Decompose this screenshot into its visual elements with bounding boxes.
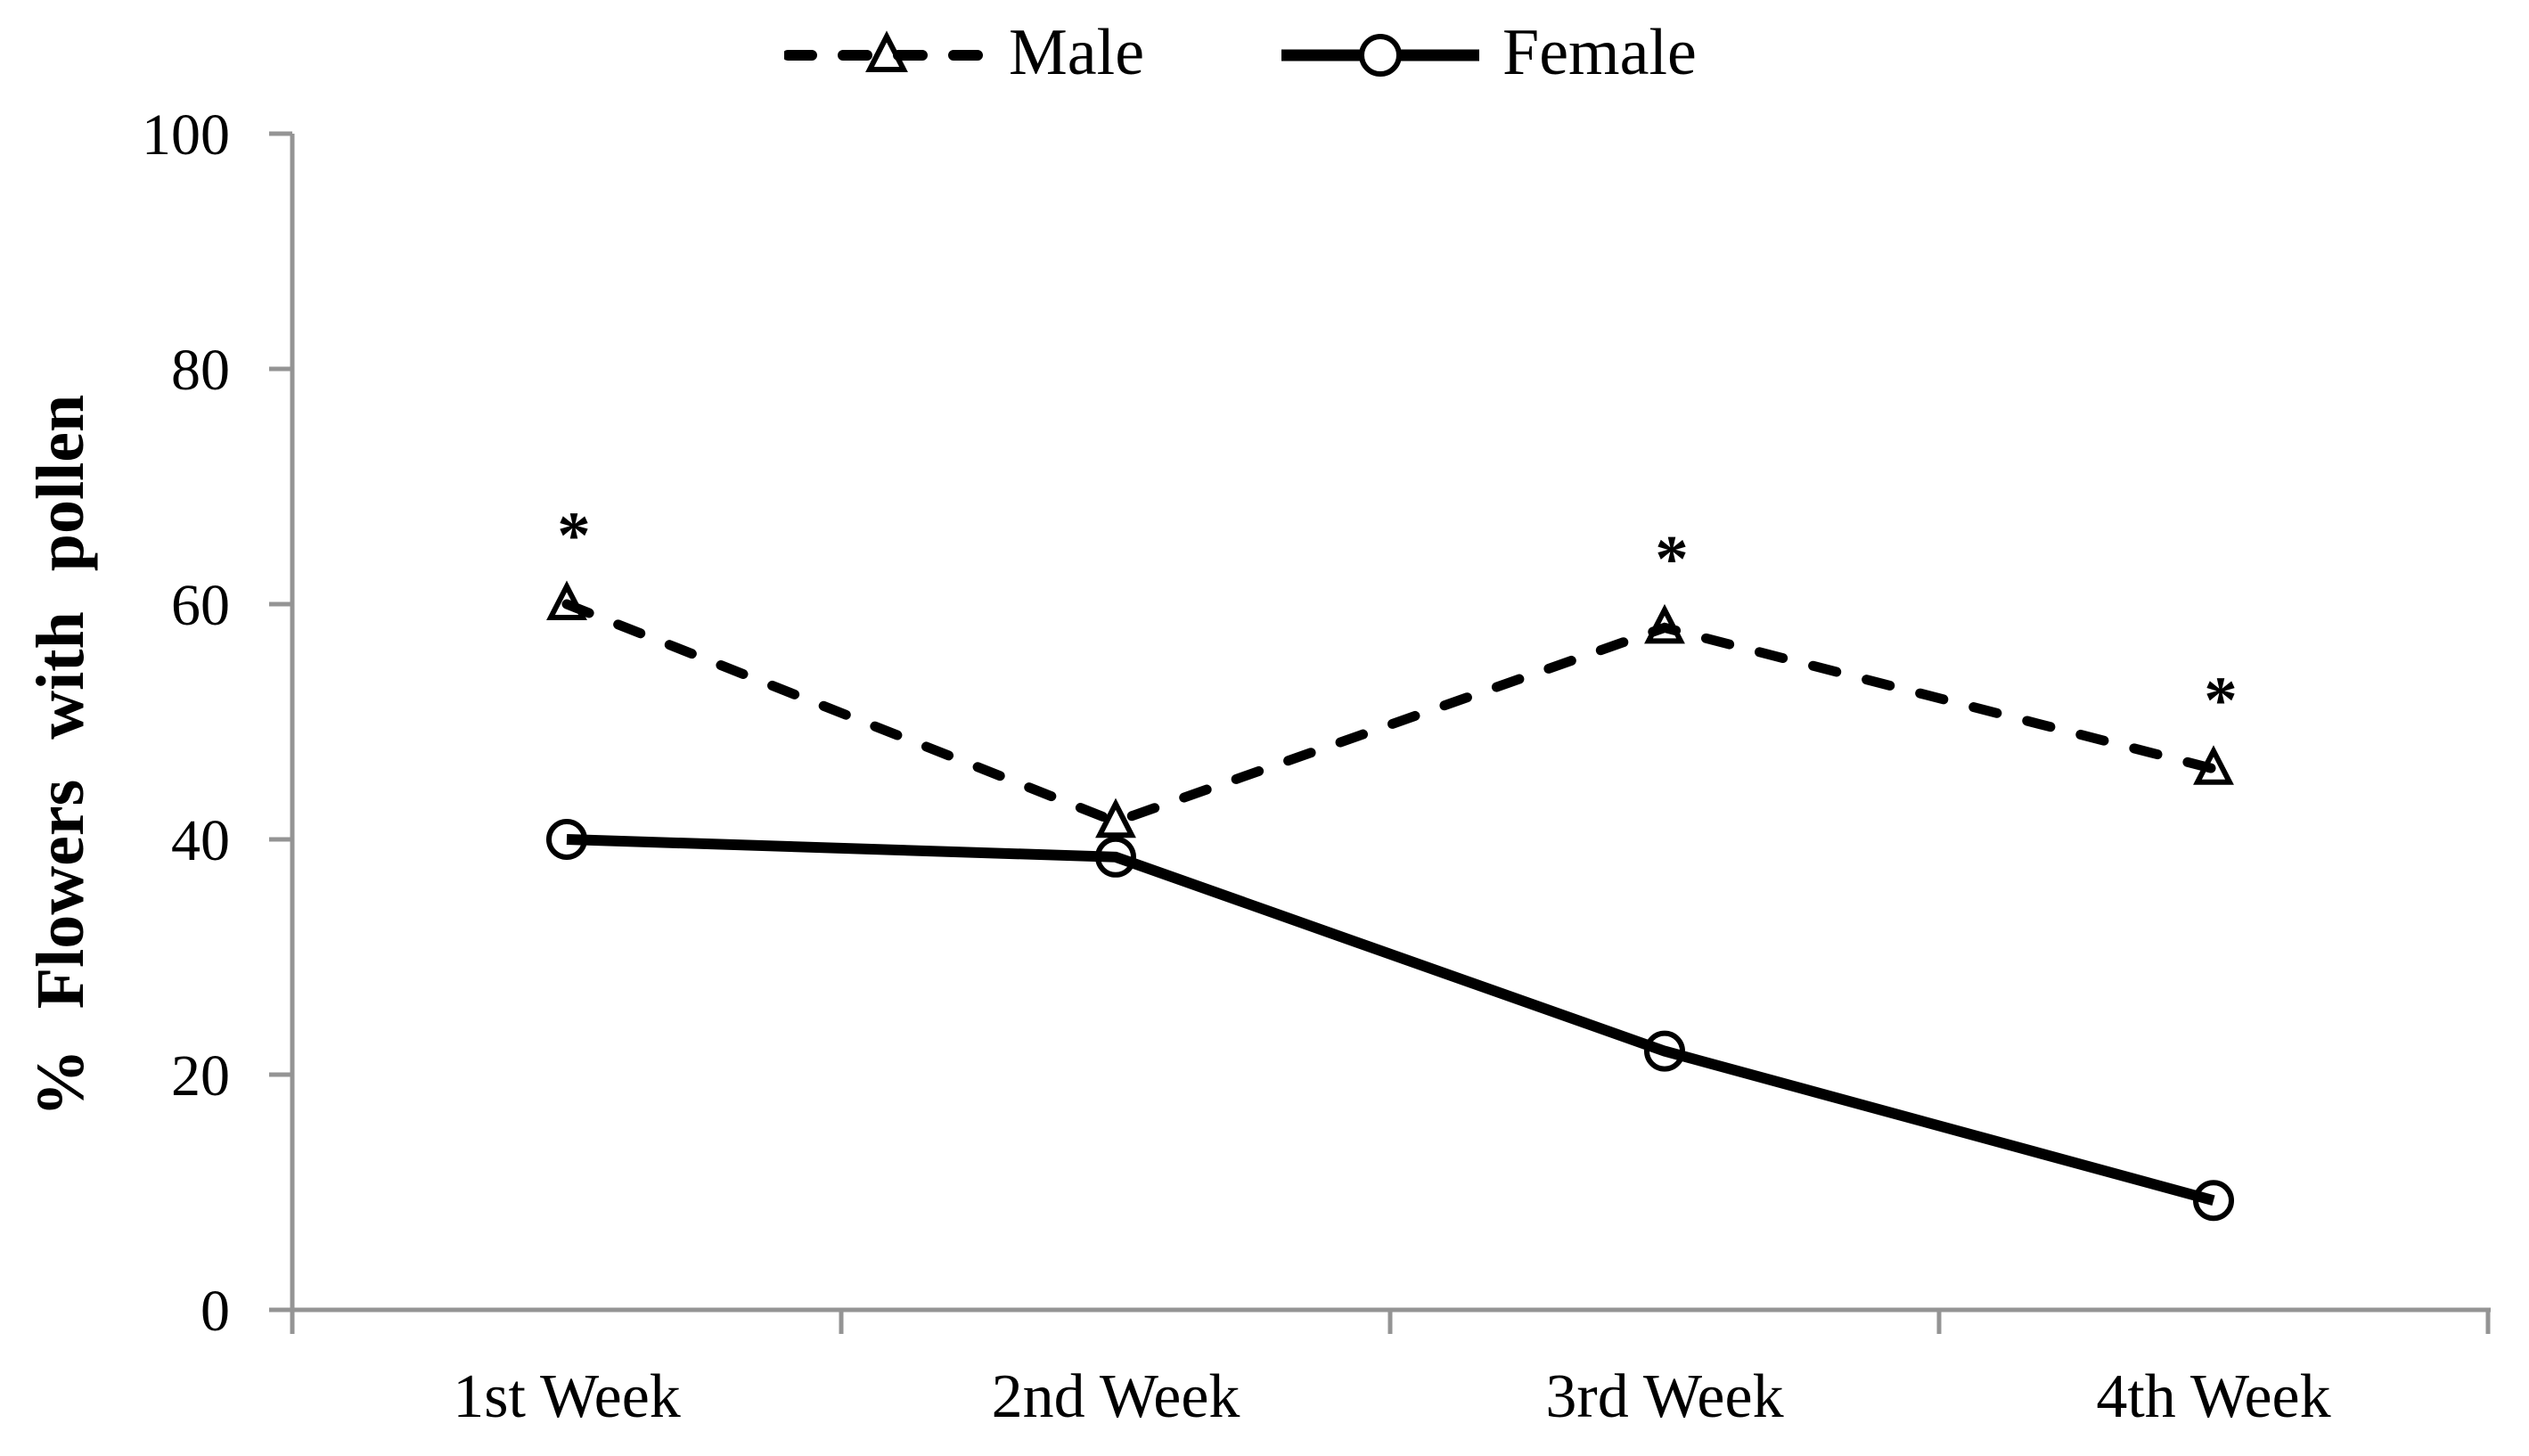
male-data-point-marker bbox=[1095, 798, 1136, 838]
female-series-line bbox=[566, 834, 2215, 1207]
female-solid-line-sample bbox=[1281, 34, 1480, 77]
legend-item-female: Female bbox=[1278, 9, 1697, 102]
y-axis-title: % Flowers with pollen bbox=[23, 394, 98, 1117]
legend: Male Female bbox=[784, 9, 1697, 102]
male-dashed-line-sample bbox=[784, 30, 989, 72]
x-category-label: 3rd Week bbox=[1545, 1362, 1783, 1431]
y-tick-label: 20 bbox=[171, 1043, 230, 1108]
y-tick-label: 80 bbox=[171, 338, 230, 403]
x-category-label: 1st Week bbox=[453, 1362, 681, 1431]
y-tick-label: 0 bbox=[201, 1279, 230, 1344]
legend-label-female: Female bbox=[1502, 16, 1697, 89]
y-tick-label: 60 bbox=[171, 573, 230, 638]
legend-label-male: Male bbox=[1009, 16, 1145, 89]
circle-marker-icon bbox=[1359, 34, 1403, 77]
male-series-line bbox=[561, 599, 2219, 828]
significance-asterisk: * bbox=[1655, 522, 1689, 596]
legend-item-male: Male bbox=[784, 9, 1144, 102]
significance-asterisk: * bbox=[2204, 664, 2238, 738]
y-tick-label: 100 bbox=[142, 102, 230, 168]
y-tick-label: 40 bbox=[171, 808, 230, 873]
x-category-label: 4th Week bbox=[2096, 1362, 2330, 1431]
x-category-label: 2nd Week bbox=[992, 1362, 1240, 1431]
significance-asterisk: * bbox=[557, 499, 591, 573]
